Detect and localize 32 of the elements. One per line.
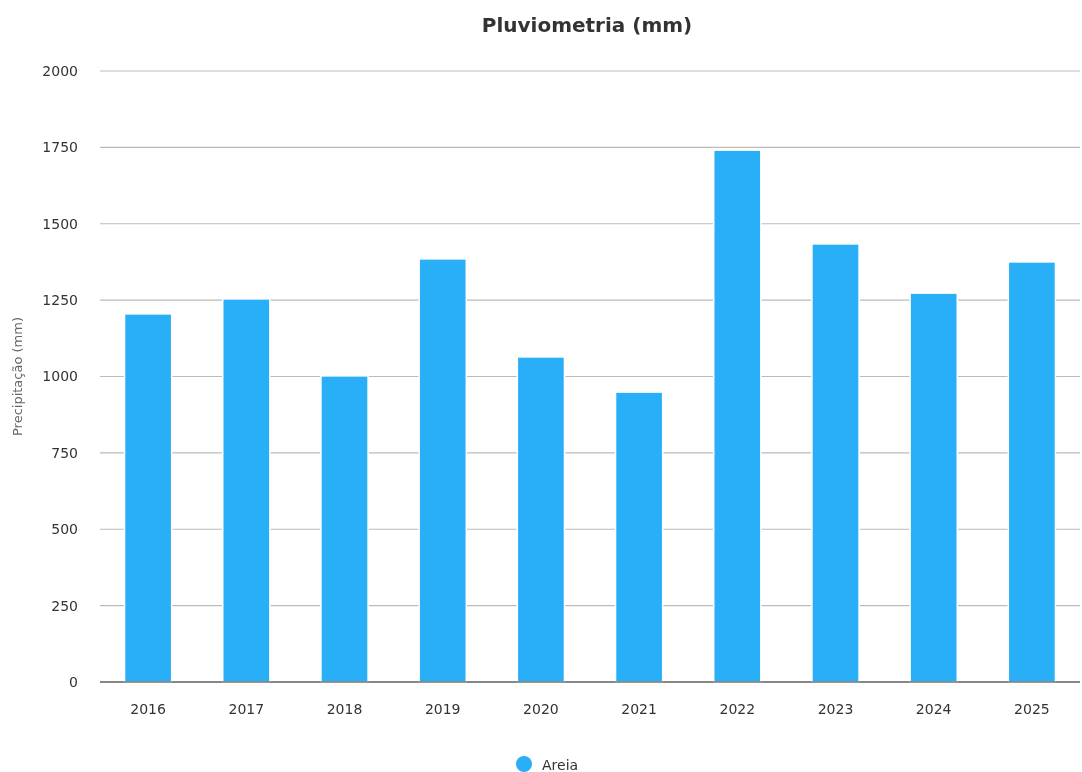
y-tick-label: 750	[51, 444, 78, 461]
bar	[909, 292, 958, 683]
y-tick-label: 1500	[42, 215, 78, 232]
x-tick-label: 2020	[523, 701, 559, 717]
bar	[222, 298, 271, 683]
chart-title: Pluviometria (mm)	[481, 13, 693, 37]
bar	[712, 149, 762, 683]
bar	[123, 313, 173, 683]
bar	[418, 258, 468, 683]
y-tick-label: 0	[69, 673, 78, 690]
y-tick-label: 1000	[42, 368, 78, 385]
y-axis-title: Precipitação (mm)	[10, 316, 25, 437]
legend-label: Areia	[542, 756, 579, 772]
bar	[614, 391, 664, 683]
y-tick-label: 1250	[42, 292, 78, 309]
bar	[811, 243, 860, 683]
x-tick-label: 2025	[1014, 701, 1050, 717]
x-tick-label: 2017	[228, 701, 265, 717]
x-tick-label: 2021	[621, 701, 657, 717]
y-tick-label: 500	[51, 521, 78, 538]
bar	[516, 356, 566, 683]
bar	[1007, 261, 1057, 683]
x-tick-label: 2018	[326, 701, 363, 717]
x-tick-label: 2023	[817, 701, 854, 717]
y-tick-label: 250	[51, 597, 78, 614]
x-tick-label: 2022	[719, 701, 756, 717]
x-tick-label: 2024	[915, 701, 952, 717]
x-tick-label: 2016	[130, 701, 167, 717]
x-tick-label: 2019	[424, 701, 461, 717]
y-tick-label: 1750	[42, 139, 78, 156]
bar	[320, 375, 369, 683]
y-tick-label: 2000	[42, 62, 78, 79]
